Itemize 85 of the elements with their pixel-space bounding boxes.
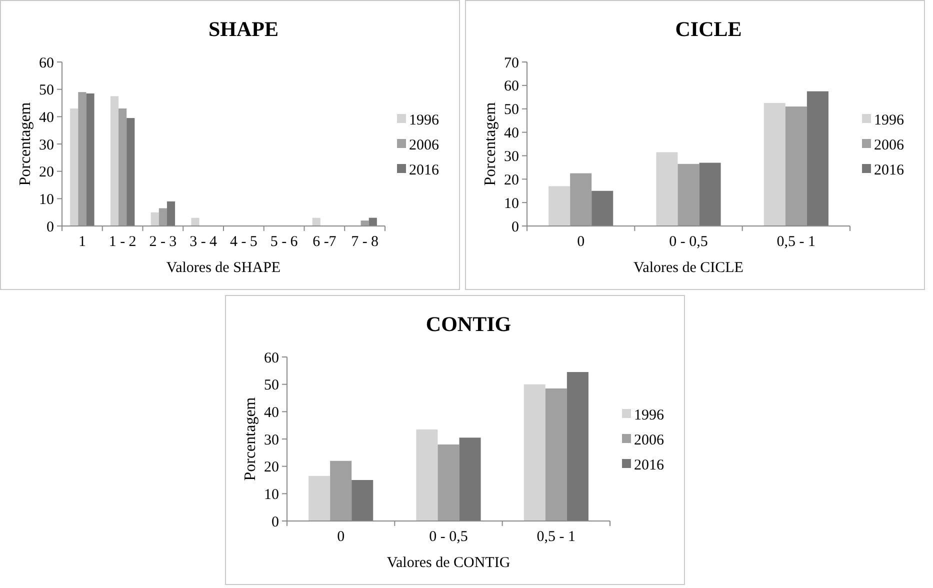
bar [368,218,377,226]
y-axis-title: Porcentagem [482,102,499,186]
bar [191,218,200,226]
y-tick-label: 60 [264,350,279,366]
x-tick-label: 0 [337,529,345,545]
bar [785,106,807,226]
x-tick-label: 0 - 0,5 [669,234,708,250]
y-tick-label: 40 [39,110,54,126]
legend-label: 1996 [409,112,440,128]
y-tick-label: 10 [264,486,279,503]
y-tick-label: 30 [39,137,54,154]
x-tick-label: 1 - 2 [108,234,136,250]
bar [360,220,369,226]
x-axis-title: Valores de CICLE [634,260,744,276]
y-tick-label: 20 [39,164,54,181]
x-tick-label: 6 -7 [312,234,337,250]
legend-label: 2016 [409,162,440,178]
bar [352,480,374,521]
bar [764,103,786,226]
bar [545,388,567,521]
y-tick-label: 50 [264,378,279,394]
y-tick-label: 0 [272,514,279,530]
y-tick-label: 50 [39,82,54,99]
y-tick-label: 50 [504,102,519,118]
bar [312,218,320,226]
chart-title: CONTIG [426,312,512,336]
x-tick-label: 1 [78,234,86,250]
legend-label: 2006 [634,432,664,448]
y-tick-label: 60 [39,55,54,72]
bar [70,108,78,226]
x-tick-label: 7 - 8 [351,234,379,250]
y-tick-label: 70 [504,55,519,72]
legend-label: 1996 [634,407,664,424]
legend-label: 2016 [874,162,904,178]
chart-title: SHAPE [208,17,279,41]
bar [524,384,546,521]
bar [806,91,828,226]
x-axis-title: Valores de CONTIG [386,555,510,571]
bar [459,438,481,521]
y-tick-label: 0 [46,219,54,236]
bar [86,93,94,226]
x-tick-label: 2 - 3 [149,234,177,250]
bar [438,444,460,521]
y-tick-label: 10 [504,196,519,212]
bar [566,372,588,521]
x-tick-label: 4 - 5 [230,234,258,250]
bar [150,212,159,226]
bar [126,118,135,226]
x-tick-label: 0 - 0,5 [429,529,468,545]
bar [78,92,86,226]
bar [592,190,614,226]
legend-label: 2006 [874,137,904,154]
x-tick-label: 0,5 - 1 [536,529,576,545]
y-tick-label: 10 [39,192,54,208]
y-tick-label: 40 [504,126,519,142]
bar [166,201,176,226]
bar [308,476,330,521]
x-axis-title: Valores de SHAPE [166,260,281,276]
y-tick-label: 40 [264,404,279,421]
y-tick-label: 20 [264,460,279,476]
bar [416,429,438,521]
bar [699,162,721,226]
legend-label: 1996 [874,112,904,128]
x-tick-label: 3 - 4 [190,234,218,250]
y-tick-label: 20 [504,172,519,188]
bar [656,152,678,226]
x-tick-label: 0 [577,234,585,250]
y-tick-label: 60 [504,78,519,95]
bar [678,164,700,226]
bar [570,173,592,226]
y-axis-title: Porcentagem [17,102,34,186]
bar [330,460,352,521]
bar [110,96,119,226]
legend-label: 2016 [634,457,664,474]
y-axis-title: Porcentagem [242,396,259,481]
x-tick-label: 0,5 - 1 [776,234,816,250]
legend-label: 2006 [409,137,440,154]
bar [548,186,570,226]
y-tick-label: 30 [504,148,519,165]
bar [118,108,127,226]
y-tick-label: 30 [264,432,279,448]
bar [158,208,167,226]
y-tick-label: 0 [512,219,519,236]
chart-title: CICLE [675,17,742,41]
x-tick-label: 5 - 6 [270,234,298,250]
